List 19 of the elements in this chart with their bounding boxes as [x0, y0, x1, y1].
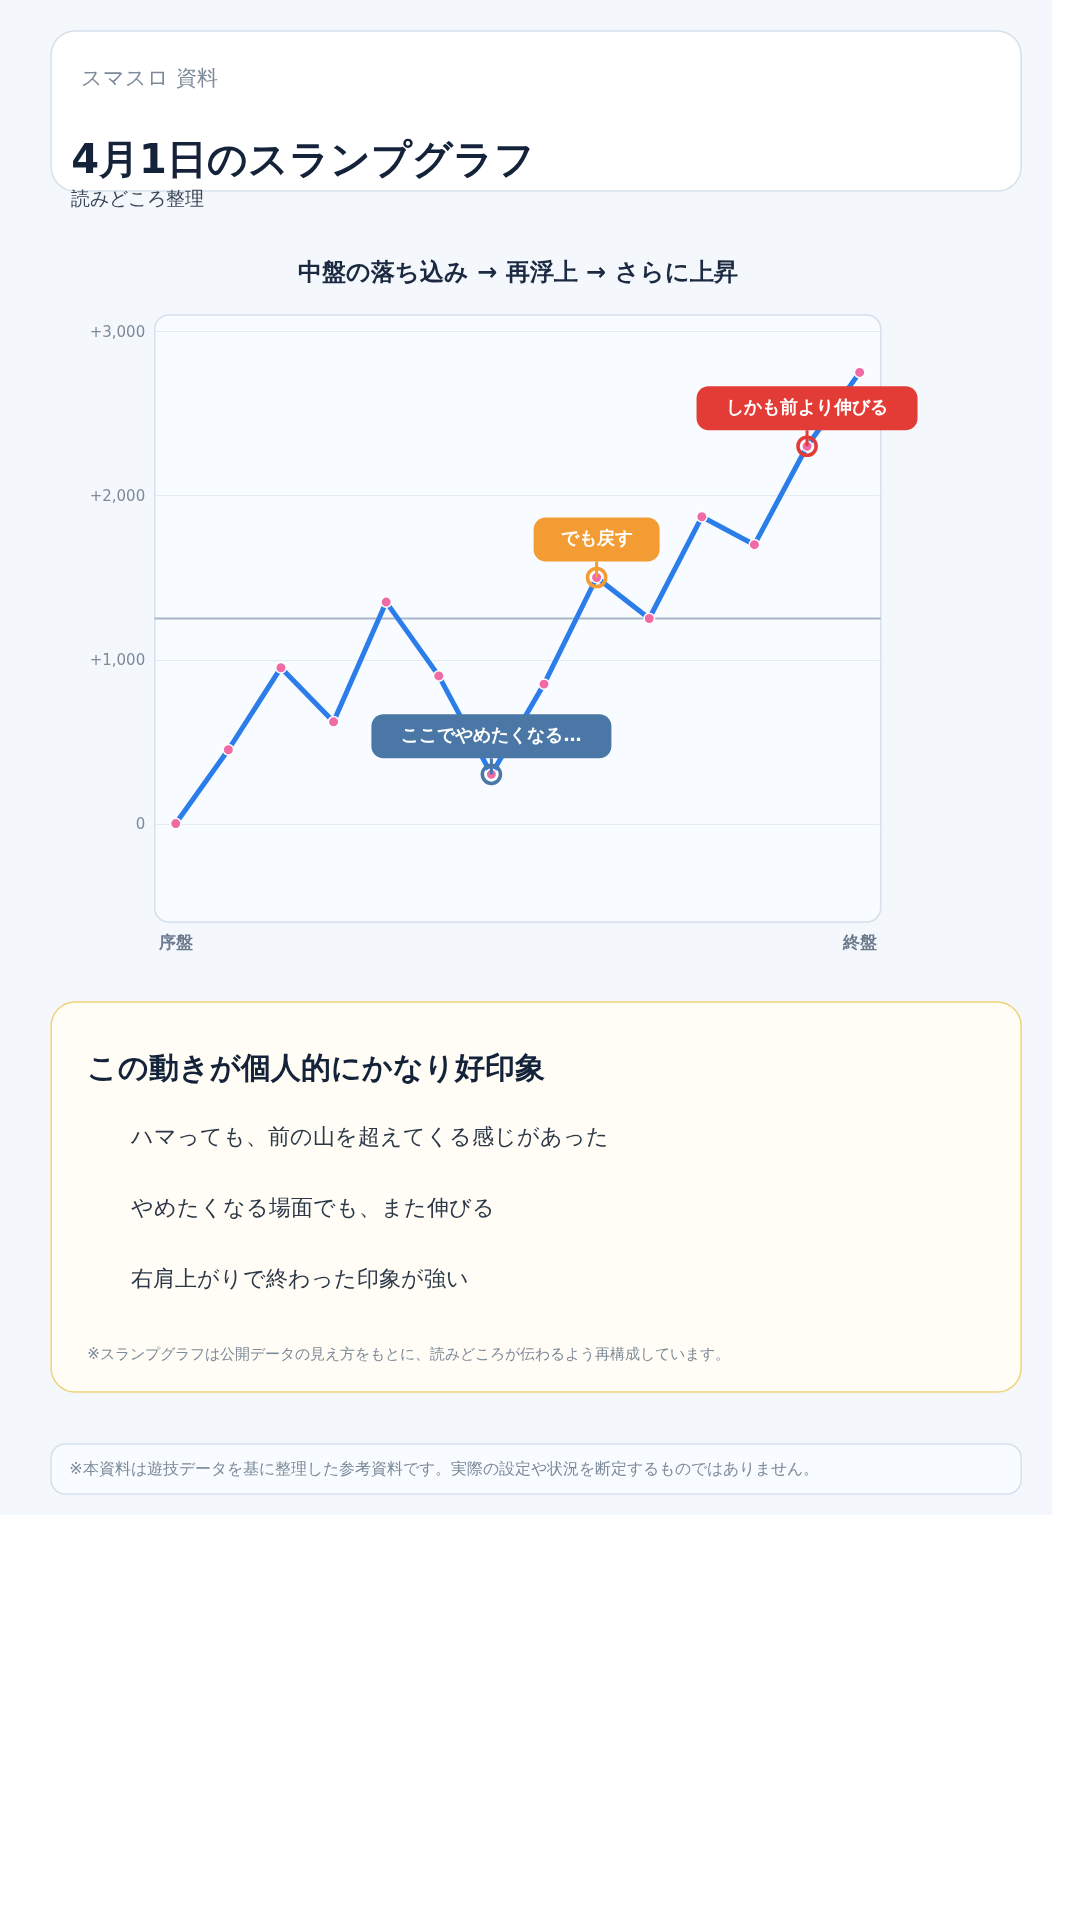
x-tick-label: 序盤: [158, 931, 194, 952]
annotation: しかも前より伸びる: [726, 396, 889, 418]
text: ハマっても、前の山を超えてくる感じがあった: [130, 1124, 610, 1149]
y-tick-label: +2,000: [89, 486, 146, 505]
annotation: でも戻す: [560, 527, 633, 549]
y-tick-label: +3,000: [89, 322, 146, 341]
y-tick-label: +1,000: [89, 651, 146, 670]
annotation: ここでやめたくなる…: [401, 724, 582, 746]
text: ※スランプグラフは公開データの見え方をもとに、読みどころが伝わるよう再構成しています。: [87, 1345, 730, 1363]
y-tick-label: 0: [135, 815, 146, 834]
text: ※本資料は遊技データを基に整理した参考資料です。実際の設定や状況を断定するものではありません。: [69, 1459, 819, 1478]
x-tick-label: 終盤: [842, 931, 878, 952]
text: 右肩上がりで終わった印象が強い: [131, 1266, 470, 1291]
text: やめたくなる場面でも、また伸びる: [131, 1195, 496, 1220]
text: この動きが個人的にかなり好印象: [87, 1050, 546, 1085]
chart-title: 中盤の落ち込み → 再浮上 → さらに上昇: [297, 258, 738, 286]
text: 4月1日のスランプグラフ: [71, 136, 535, 182]
text: 読みどころ整理: [71, 187, 205, 209]
text: スマスロ 資料: [81, 66, 218, 90]
